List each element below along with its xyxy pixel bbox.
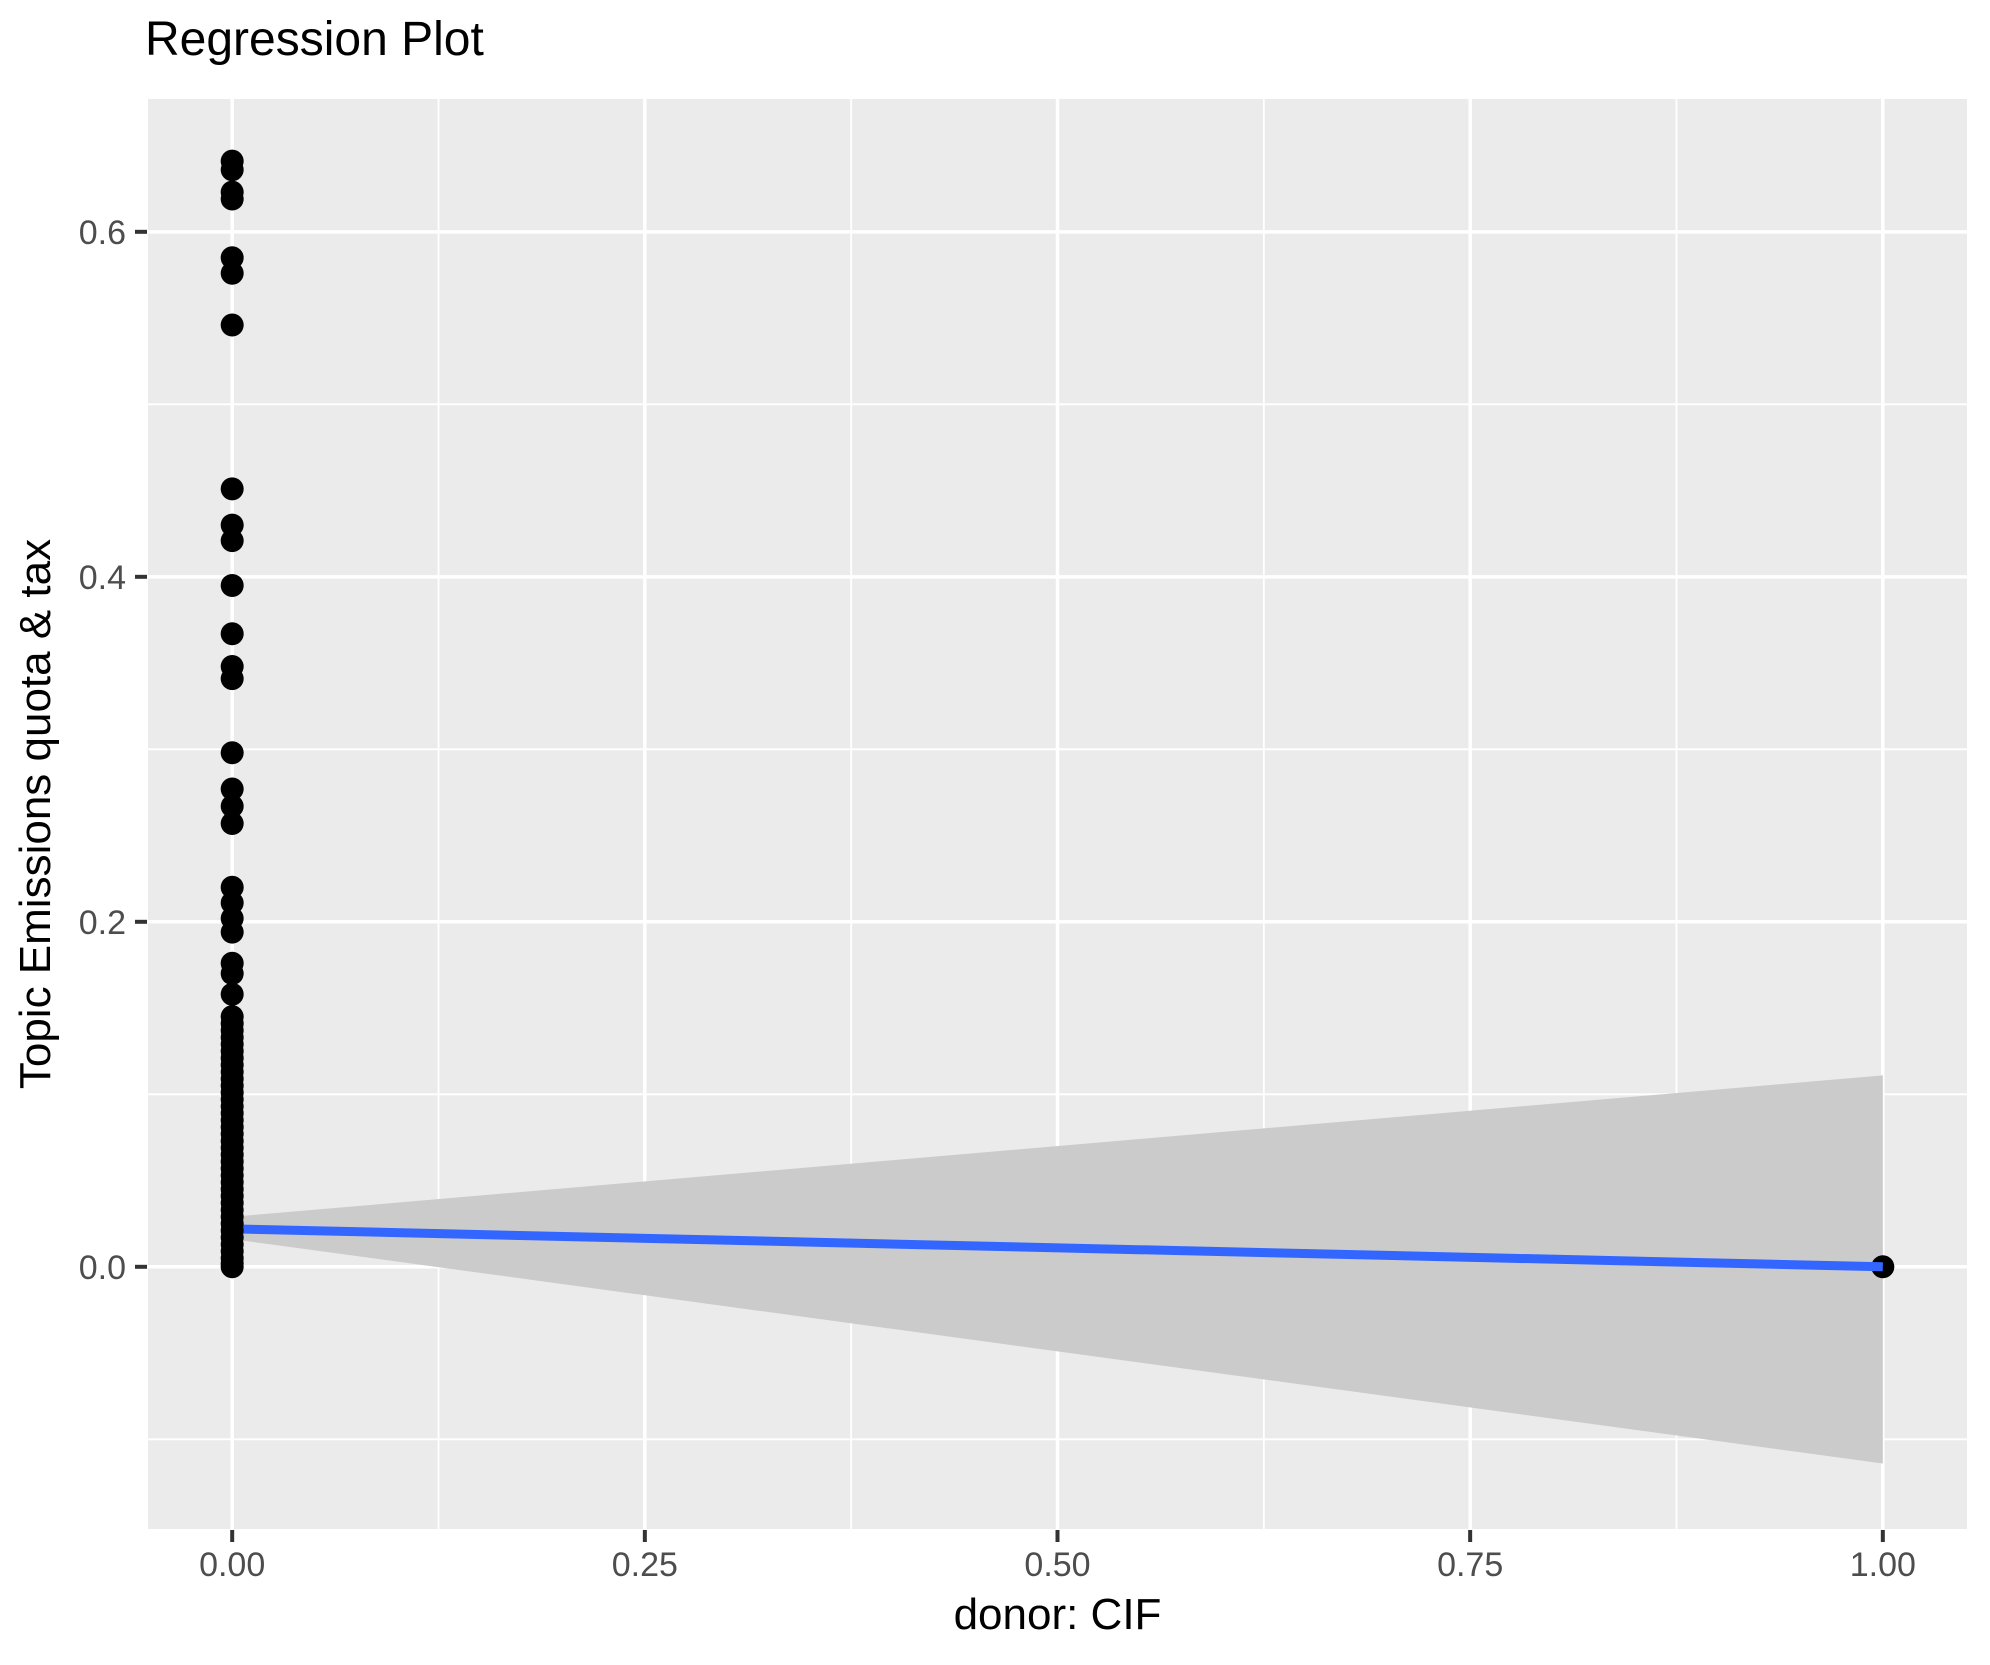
data-point-x0 — [220, 477, 244, 501]
data-point-x0 — [220, 313, 244, 337]
y-tick-label: 0.0 — [79, 1249, 126, 1287]
data-point-x0 — [220, 529, 244, 553]
x-tick-label: 0.00 — [199, 1546, 265, 1584]
data-point-x0 — [220, 920, 244, 944]
data-point-x0 — [220, 741, 244, 765]
x-axis-title: donor: CIF — [953, 1590, 1162, 1639]
plot-title: Regression Plot — [145, 13, 484, 66]
y-axis-title: Topic Emissions quota & tax — [11, 538, 60, 1090]
data-point-x0 — [220, 982, 244, 1006]
regression-line — [232, 1224, 1883, 1272]
data-point-x0 — [220, 1255, 244, 1279]
y-tick-label: 0.6 — [79, 214, 126, 252]
y-tick-label: 0.2 — [79, 904, 126, 942]
x-tick-label: 0.25 — [612, 1546, 678, 1584]
x-tick-label: 0.50 — [1024, 1546, 1090, 1584]
data-point-x0 — [220, 261, 244, 285]
data-point-x0 — [220, 573, 244, 597]
data-point-x0 — [220, 622, 244, 646]
data-point-x0 — [220, 962, 244, 986]
data-point-x0 — [220, 811, 244, 835]
y-tick-label: 0.4 — [79, 559, 126, 597]
data-point-x0 — [220, 794, 244, 818]
data-point-x0 — [220, 158, 244, 182]
data-point-x0 — [220, 667, 244, 691]
data-point-x0 — [220, 777, 244, 801]
confidence-band — [232, 1075, 1883, 1464]
x-tick-label: 0.75 — [1437, 1546, 1503, 1584]
x-tick-label: 1.00 — [1850, 1546, 1916, 1584]
data-point-x0 — [220, 187, 244, 211]
